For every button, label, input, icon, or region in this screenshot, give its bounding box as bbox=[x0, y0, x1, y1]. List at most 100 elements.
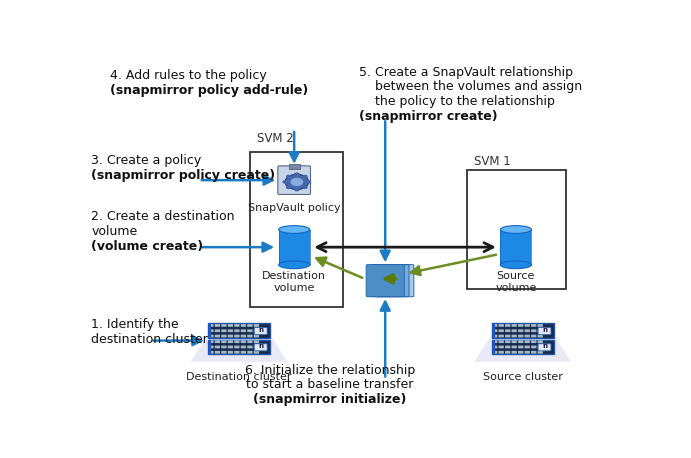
FancyBboxPatch shape bbox=[221, 324, 227, 327]
FancyBboxPatch shape bbox=[505, 345, 511, 349]
FancyBboxPatch shape bbox=[518, 324, 523, 327]
FancyBboxPatch shape bbox=[524, 345, 530, 349]
Circle shape bbox=[294, 172, 299, 176]
Text: SVM 1: SVM 1 bbox=[474, 155, 511, 168]
Ellipse shape bbox=[500, 261, 531, 269]
FancyBboxPatch shape bbox=[498, 351, 504, 354]
Text: (snapmirror create): (snapmirror create) bbox=[359, 110, 498, 123]
FancyBboxPatch shape bbox=[234, 340, 240, 343]
Text: n: n bbox=[542, 327, 547, 333]
FancyBboxPatch shape bbox=[505, 324, 511, 327]
FancyBboxPatch shape bbox=[498, 329, 504, 332]
FancyBboxPatch shape bbox=[531, 345, 536, 349]
Circle shape bbox=[306, 180, 311, 184]
FancyBboxPatch shape bbox=[524, 340, 530, 343]
FancyBboxPatch shape bbox=[234, 329, 240, 332]
FancyBboxPatch shape bbox=[505, 340, 511, 343]
Bar bbox=[500, 229, 531, 265]
FancyBboxPatch shape bbox=[254, 327, 267, 335]
Text: Destination
volume: Destination volume bbox=[262, 271, 326, 293]
Text: to start a baseline transfer: to start a baseline transfer bbox=[247, 378, 414, 391]
FancyBboxPatch shape bbox=[498, 340, 504, 343]
Bar bbox=[466, 169, 566, 289]
FancyBboxPatch shape bbox=[366, 265, 404, 297]
Circle shape bbox=[294, 188, 299, 191]
FancyBboxPatch shape bbox=[247, 351, 253, 354]
FancyBboxPatch shape bbox=[511, 345, 517, 349]
FancyBboxPatch shape bbox=[215, 329, 220, 332]
FancyBboxPatch shape bbox=[498, 345, 504, 349]
FancyBboxPatch shape bbox=[498, 335, 504, 338]
FancyBboxPatch shape bbox=[531, 340, 536, 343]
Text: 3. Create a policy: 3. Create a policy bbox=[91, 154, 202, 167]
FancyBboxPatch shape bbox=[492, 335, 498, 338]
FancyBboxPatch shape bbox=[505, 329, 511, 332]
FancyBboxPatch shape bbox=[247, 340, 253, 343]
Text: 4. Add rules to the policy: 4. Add rules to the policy bbox=[111, 69, 267, 82]
FancyBboxPatch shape bbox=[221, 329, 227, 332]
FancyBboxPatch shape bbox=[492, 351, 498, 354]
FancyBboxPatch shape bbox=[228, 340, 233, 343]
Bar bbox=[278, 229, 310, 265]
Bar bbox=[492, 339, 495, 354]
FancyBboxPatch shape bbox=[240, 340, 246, 343]
Bar bbox=[289, 164, 299, 169]
FancyBboxPatch shape bbox=[538, 344, 551, 351]
FancyBboxPatch shape bbox=[511, 340, 517, 343]
FancyBboxPatch shape bbox=[240, 329, 246, 332]
FancyBboxPatch shape bbox=[254, 329, 259, 332]
FancyBboxPatch shape bbox=[538, 329, 543, 332]
Text: n: n bbox=[542, 343, 547, 349]
FancyBboxPatch shape bbox=[498, 324, 504, 327]
FancyBboxPatch shape bbox=[221, 340, 227, 343]
FancyBboxPatch shape bbox=[247, 329, 253, 332]
FancyBboxPatch shape bbox=[531, 335, 536, 338]
FancyBboxPatch shape bbox=[505, 351, 511, 354]
FancyBboxPatch shape bbox=[505, 335, 511, 338]
Polygon shape bbox=[475, 332, 571, 362]
FancyBboxPatch shape bbox=[524, 351, 530, 354]
Text: SVM 2: SVM 2 bbox=[256, 132, 294, 145]
FancyBboxPatch shape bbox=[228, 324, 233, 327]
FancyBboxPatch shape bbox=[538, 351, 543, 354]
FancyBboxPatch shape bbox=[215, 345, 220, 349]
FancyBboxPatch shape bbox=[511, 329, 517, 332]
FancyBboxPatch shape bbox=[518, 335, 523, 338]
Circle shape bbox=[303, 174, 308, 178]
Bar bbox=[492, 323, 553, 338]
Text: n: n bbox=[258, 327, 263, 333]
Ellipse shape bbox=[278, 226, 310, 234]
Bar bbox=[208, 339, 269, 354]
Text: (volume create): (volume create) bbox=[91, 240, 203, 253]
FancyBboxPatch shape bbox=[371, 265, 409, 297]
FancyBboxPatch shape bbox=[518, 329, 523, 332]
FancyBboxPatch shape bbox=[254, 335, 259, 338]
Circle shape bbox=[285, 174, 309, 190]
Ellipse shape bbox=[278, 261, 310, 269]
FancyBboxPatch shape bbox=[278, 166, 310, 195]
FancyBboxPatch shape bbox=[492, 340, 498, 343]
Text: 2. Create a destination: 2. Create a destination bbox=[91, 210, 235, 223]
FancyBboxPatch shape bbox=[221, 351, 227, 354]
FancyBboxPatch shape bbox=[208, 351, 214, 354]
Bar bbox=[492, 339, 553, 354]
Bar bbox=[249, 152, 343, 307]
FancyBboxPatch shape bbox=[228, 329, 233, 332]
Text: 6. Initialize the relationship: 6. Initialize the relationship bbox=[245, 364, 415, 376]
FancyBboxPatch shape bbox=[254, 351, 259, 354]
FancyBboxPatch shape bbox=[254, 340, 259, 343]
FancyBboxPatch shape bbox=[234, 335, 240, 338]
FancyBboxPatch shape bbox=[492, 329, 498, 332]
Bar bbox=[208, 323, 211, 338]
Text: (snapmirror policy add-rule): (snapmirror policy add-rule) bbox=[111, 84, 309, 97]
FancyBboxPatch shape bbox=[215, 335, 220, 338]
FancyBboxPatch shape bbox=[234, 324, 240, 327]
FancyBboxPatch shape bbox=[538, 327, 551, 335]
FancyBboxPatch shape bbox=[531, 351, 536, 354]
FancyBboxPatch shape bbox=[247, 335, 253, 338]
FancyBboxPatch shape bbox=[240, 335, 246, 338]
Text: volume: volume bbox=[91, 225, 138, 238]
FancyBboxPatch shape bbox=[208, 340, 214, 343]
Bar bbox=[208, 339, 211, 354]
FancyBboxPatch shape bbox=[538, 340, 543, 343]
